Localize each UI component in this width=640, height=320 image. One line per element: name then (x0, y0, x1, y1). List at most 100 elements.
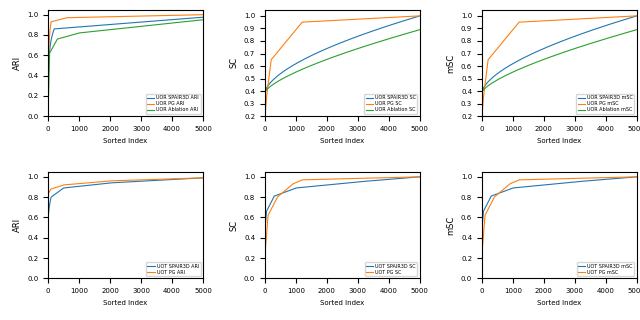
UOT SPAIR3D SC (332, 182, 340, 186)
UOR PG SC (383, 16, 391, 20)
Legend: UOT SPAIR3D ARI, UOT PG ARI: UOT SPAIR3D ARI, UOT PG ARI (146, 262, 200, 276)
UOT PG mSC (628, 175, 636, 179)
UOT SPAIR3D ARI (44, 228, 52, 232)
Line: UOT PG mSC: UOT PG mSC (482, 177, 637, 251)
UOR Ablation ARI (115, 27, 123, 31)
UOT PG SC (337, 177, 344, 181)
UOR Ablation mSC (633, 28, 640, 32)
UOR PG ARI (166, 13, 174, 17)
Line: UOR PG ARI: UOR PG ARI (48, 15, 203, 116)
Line: UOR Ablation ARI: UOR Ablation ARI (48, 20, 203, 116)
UOR Ablation ARI (195, 18, 202, 22)
UOR Ablation ARI (199, 18, 207, 22)
UOT PG SC (261, 249, 269, 253)
UOT PG mSC (478, 249, 486, 253)
X-axis label: Sorted Index: Sorted Index (103, 138, 148, 144)
Line: UOR SPAIR3D SC: UOR SPAIR3D SC (265, 16, 420, 93)
Y-axis label: SC: SC (229, 57, 238, 68)
UOT SPAIR3D SC (269, 197, 276, 201)
UOR Ablation SC (332, 54, 340, 58)
UOR SPAIR3D SC (383, 24, 391, 28)
UOR PG mSC (600, 16, 608, 20)
UOR PG SC (412, 14, 419, 18)
UOT PG mSC (633, 175, 640, 179)
UOR PG SC (269, 56, 276, 60)
UOT PG SC (412, 175, 419, 179)
UOR Ablation mSC (600, 37, 608, 41)
UOR PG mSC (633, 14, 640, 18)
Legend: UOT SPAIR3D SC, UOT PG SC: UOT SPAIR3D SC, UOT PG SC (365, 262, 417, 276)
UOR SPAIR3D mSC (549, 43, 557, 46)
UOR PG SC (261, 112, 269, 116)
UOR PG ARI (199, 13, 207, 17)
UOR SPAIR3D ARI (195, 16, 202, 20)
UOT SPAIR3D mSC (478, 228, 486, 232)
Legend: UOR SPAIR3D mSC, UOR PG mSC, UOR Ablation mSC: UOR SPAIR3D mSC, UOR PG mSC, UOR Ablatio… (577, 94, 634, 114)
UOR PG mSC (486, 56, 493, 60)
Line: UOR Ablation SC: UOR Ablation SC (265, 30, 420, 92)
UOT PG mSC (628, 175, 636, 179)
Y-axis label: mSC: mSC (446, 215, 455, 235)
UOT SPAIR3D mSC (554, 182, 561, 186)
UOR SPAIR3D mSC (633, 14, 640, 18)
UOR PG ARI (44, 114, 52, 118)
UOR Ablation SC (412, 29, 419, 33)
UOR PG SC (412, 14, 419, 18)
UOR Ablation ARI (166, 21, 174, 25)
UOR Ablation ARI (44, 114, 52, 118)
UOR PG SC (337, 18, 344, 22)
Line: UOT SPAIR3D mSC: UOT SPAIR3D mSC (482, 177, 637, 230)
UOR SPAIR3D SC (269, 78, 276, 82)
UOT SPAIR3D ARI (195, 176, 202, 180)
UOR PG ARI (195, 13, 202, 17)
Line: UOR PG SC: UOR PG SC (265, 16, 420, 114)
UOR SPAIR3D mSC (600, 24, 608, 28)
UOT SPAIR3D ARI (52, 192, 60, 196)
Line: UOT SPAIR3D ARI: UOT SPAIR3D ARI (48, 178, 203, 230)
UOR SPAIR3D ARI (115, 22, 123, 26)
UOT SPAIR3D SC (416, 175, 424, 179)
UOT SPAIR3D mSC (486, 197, 493, 201)
UOR Ablation SC (416, 28, 424, 32)
UOR PG mSC (628, 14, 636, 18)
UOR PG mSC (554, 18, 561, 22)
UOT SPAIR3D mSC (633, 175, 640, 179)
Line: UOT PG SC: UOT PG SC (265, 177, 420, 251)
Line: UOR SPAIR3D mSC: UOR SPAIR3D mSC (482, 16, 637, 93)
UOT SPAIR3D ARI (120, 180, 127, 184)
UOR PG ARI (52, 19, 60, 22)
UOR PG mSC (549, 19, 557, 22)
X-axis label: Sorted Index: Sorted Index (103, 300, 148, 306)
Line: UOR PG mSC: UOR PG mSC (482, 16, 637, 114)
UOR Ablation SC (337, 52, 344, 56)
UOR Ablation SC (269, 83, 276, 86)
UOR Ablation mSC (554, 52, 561, 56)
UOT PG ARI (199, 176, 207, 180)
UOT PG ARI (44, 195, 52, 199)
UOR Ablation ARI (52, 40, 60, 44)
UOT PG mSC (549, 177, 557, 181)
UOR Ablation SC (261, 91, 269, 94)
UOR PG mSC (628, 14, 636, 18)
UOT PG ARI (115, 179, 123, 182)
UOT SPAIR3D ARI (166, 178, 174, 181)
UOR SPAIR3D ARI (44, 114, 52, 118)
Line: UOT PG ARI: UOT PG ARI (48, 178, 203, 197)
UOT PG mSC (600, 176, 608, 180)
UOR Ablation ARI (195, 18, 202, 22)
UOR SPAIR3D mSC (554, 41, 561, 45)
X-axis label: Sorted Index: Sorted Index (537, 300, 582, 306)
Legend: UOR SPAIR3D SC, UOR PG SC, UOR Ablation SC: UOR SPAIR3D SC, UOR PG SC, UOR Ablation … (364, 94, 417, 114)
UOT SPAIR3D SC (337, 182, 344, 186)
Y-axis label: mSC: mSC (446, 53, 455, 73)
UOT SPAIR3D SC (412, 175, 419, 179)
UOT PG ARI (195, 176, 202, 180)
UOR Ablation SC (383, 37, 391, 41)
UOR SPAIR3D SC (412, 15, 419, 19)
UOR Ablation mSC (486, 83, 493, 86)
UOT PG ARI (195, 176, 202, 180)
UOR SPAIR3D SC (261, 91, 269, 95)
UOT PG SC (412, 175, 419, 179)
UOR Ablation ARI (120, 26, 127, 30)
UOR PG ARI (120, 14, 127, 18)
